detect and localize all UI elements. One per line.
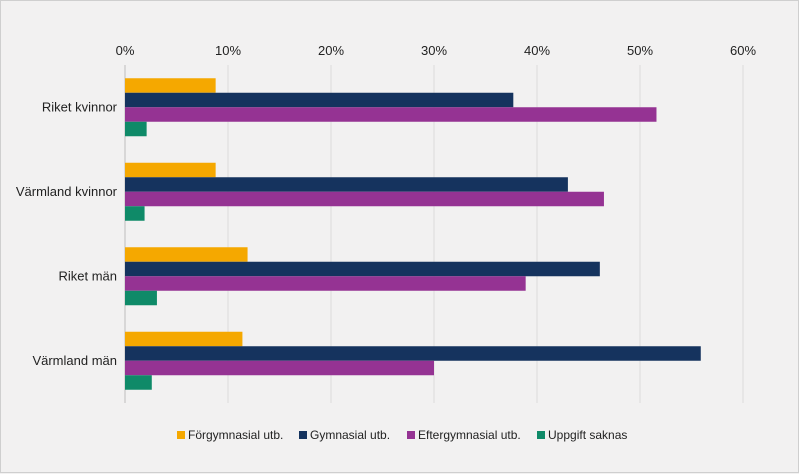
legend-label: Uppgift saknas [548, 428, 627, 442]
legend-label: Eftergymnasial utb. [418, 428, 521, 442]
x-tick-label: 40% [524, 43, 550, 58]
legend-swatch [177, 431, 185, 439]
legend-swatch [299, 431, 307, 439]
bar-1-4 [125, 331, 243, 347]
bar-2-1 [125, 92, 514, 108]
x-tick-label: 0% [116, 43, 135, 58]
bar-4-2 [125, 206, 145, 221]
category-labels: Riket kvinnor Värmland kvinnor Riket män Vä… [16, 99, 118, 368]
category-label: Riket kvinnor [42, 99, 118, 114]
category-label: Värmland män [32, 353, 117, 368]
bar-3-4 [125, 360, 434, 376]
bar-3-1 [125, 107, 657, 122]
x-tick-label: 50% [627, 43, 653, 58]
category-label: Värmland kvinnor [16, 184, 118, 199]
x-tick-label: 30% [421, 43, 447, 58]
legend-label: Förgymnasial utb. [188, 428, 283, 442]
bar-2-2 [125, 177, 568, 192]
bar-1-1 [125, 78, 216, 93]
bar-4-4 [125, 375, 152, 390]
bar-3-2 [125, 191, 604, 207]
x-tick-label: 20% [318, 43, 344, 58]
legend-label: Gymnasial utb. [310, 428, 390, 442]
bar-2-3 [125, 261, 600, 277]
x-tick-label: 60% [730, 43, 756, 58]
bar-3-3 [125, 276, 526, 291]
bar-2-4 [125, 346, 701, 361]
legend-swatch [407, 431, 415, 439]
bar-4-1 [125, 121, 147, 137]
category-label: Riket män [58, 268, 117, 283]
legend-swatch [537, 431, 545, 439]
x-axis-ticks: 0% 10% 20% 30% 40% 50% 60% [116, 43, 757, 58]
legend: Förgymnasial utb. Gymnasial utb. Eftergymn… [177, 428, 627, 442]
bars [125, 78, 701, 390]
bar-1-3 [125, 247, 248, 262]
bar-1-2 [125, 162, 216, 178]
x-tick-label: 10% [215, 43, 241, 58]
bar-4-3 [125, 290, 157, 306]
